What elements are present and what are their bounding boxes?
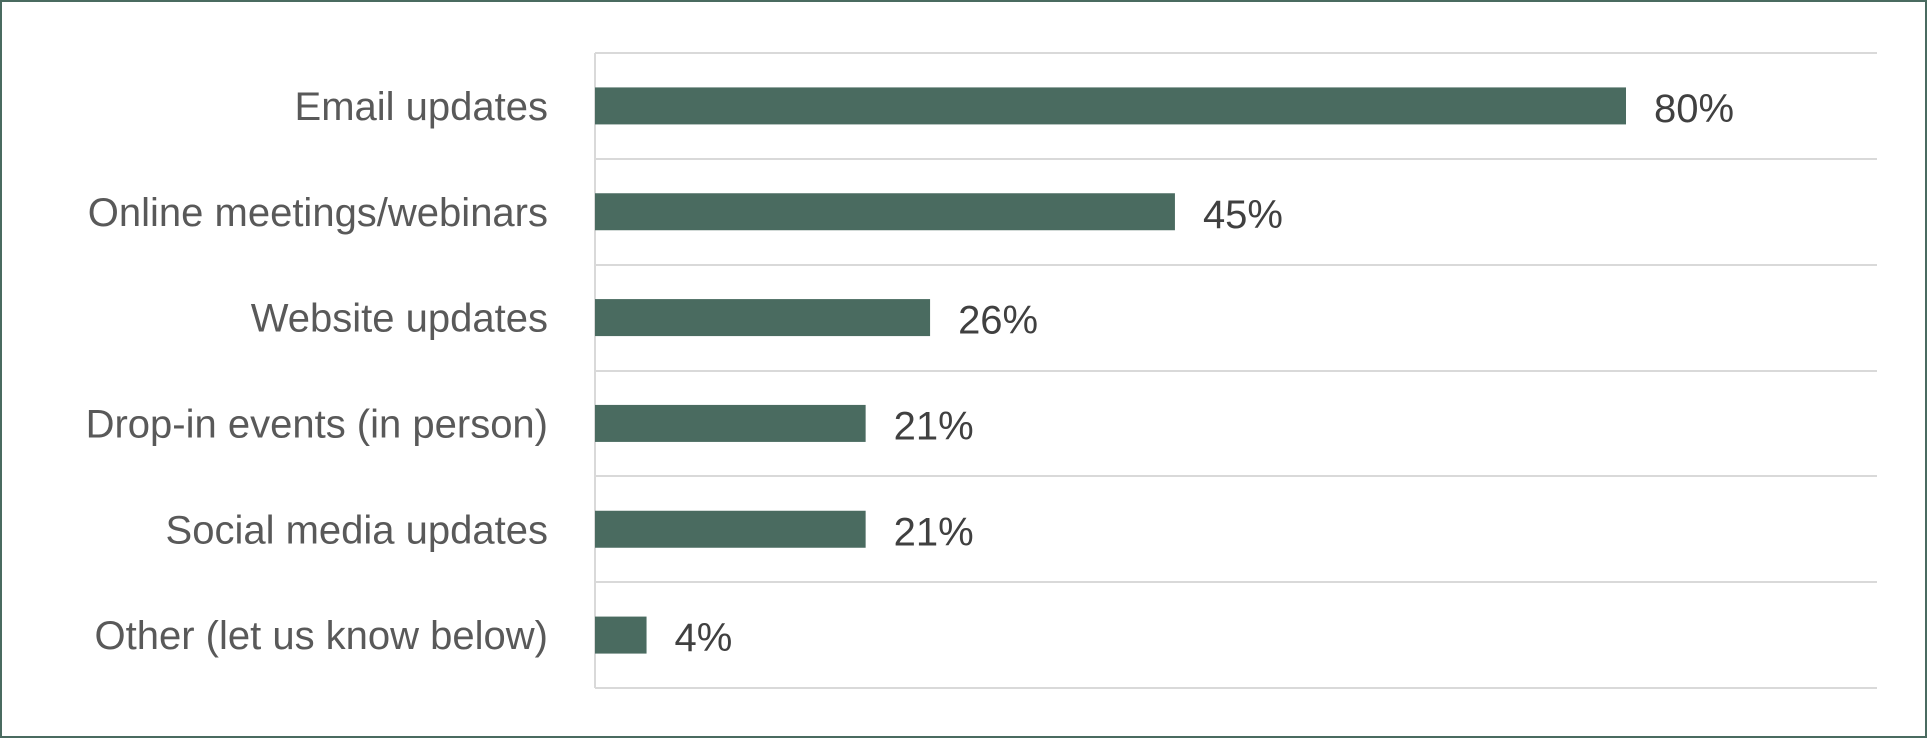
category-label: Website updates	[251, 297, 548, 341]
value-label: 21%	[894, 404, 974, 448]
bar	[595, 510, 866, 548]
bar	[595, 193, 1175, 231]
value-label: 21%	[894, 510, 974, 554]
bar	[595, 404, 866, 442]
category-label: Other (let us know below)	[94, 614, 548, 658]
value-label: 26%	[958, 299, 1038, 343]
value-label: 4%	[675, 616, 733, 660]
grid-lines	[594, 52, 1877, 689]
value-labels: 80% 45% 26% 21% 21% 4%	[675, 87, 1735, 660]
value-label: 45%	[1203, 193, 1283, 237]
bar	[595, 616, 647, 654]
category-label: Drop-in events (in person)	[86, 402, 548, 446]
category-label: Email updates	[295, 85, 548, 129]
value-label: 80%	[1654, 87, 1734, 131]
category-labels: Email updates Online meetings/webinars Web…	[86, 85, 548, 658]
bars	[595, 87, 1626, 654]
bar	[595, 299, 931, 337]
category-label: Online meetings/webinars	[88, 191, 548, 235]
category-label: Social media updates	[166, 508, 548, 552]
bar	[595, 87, 1626, 125]
